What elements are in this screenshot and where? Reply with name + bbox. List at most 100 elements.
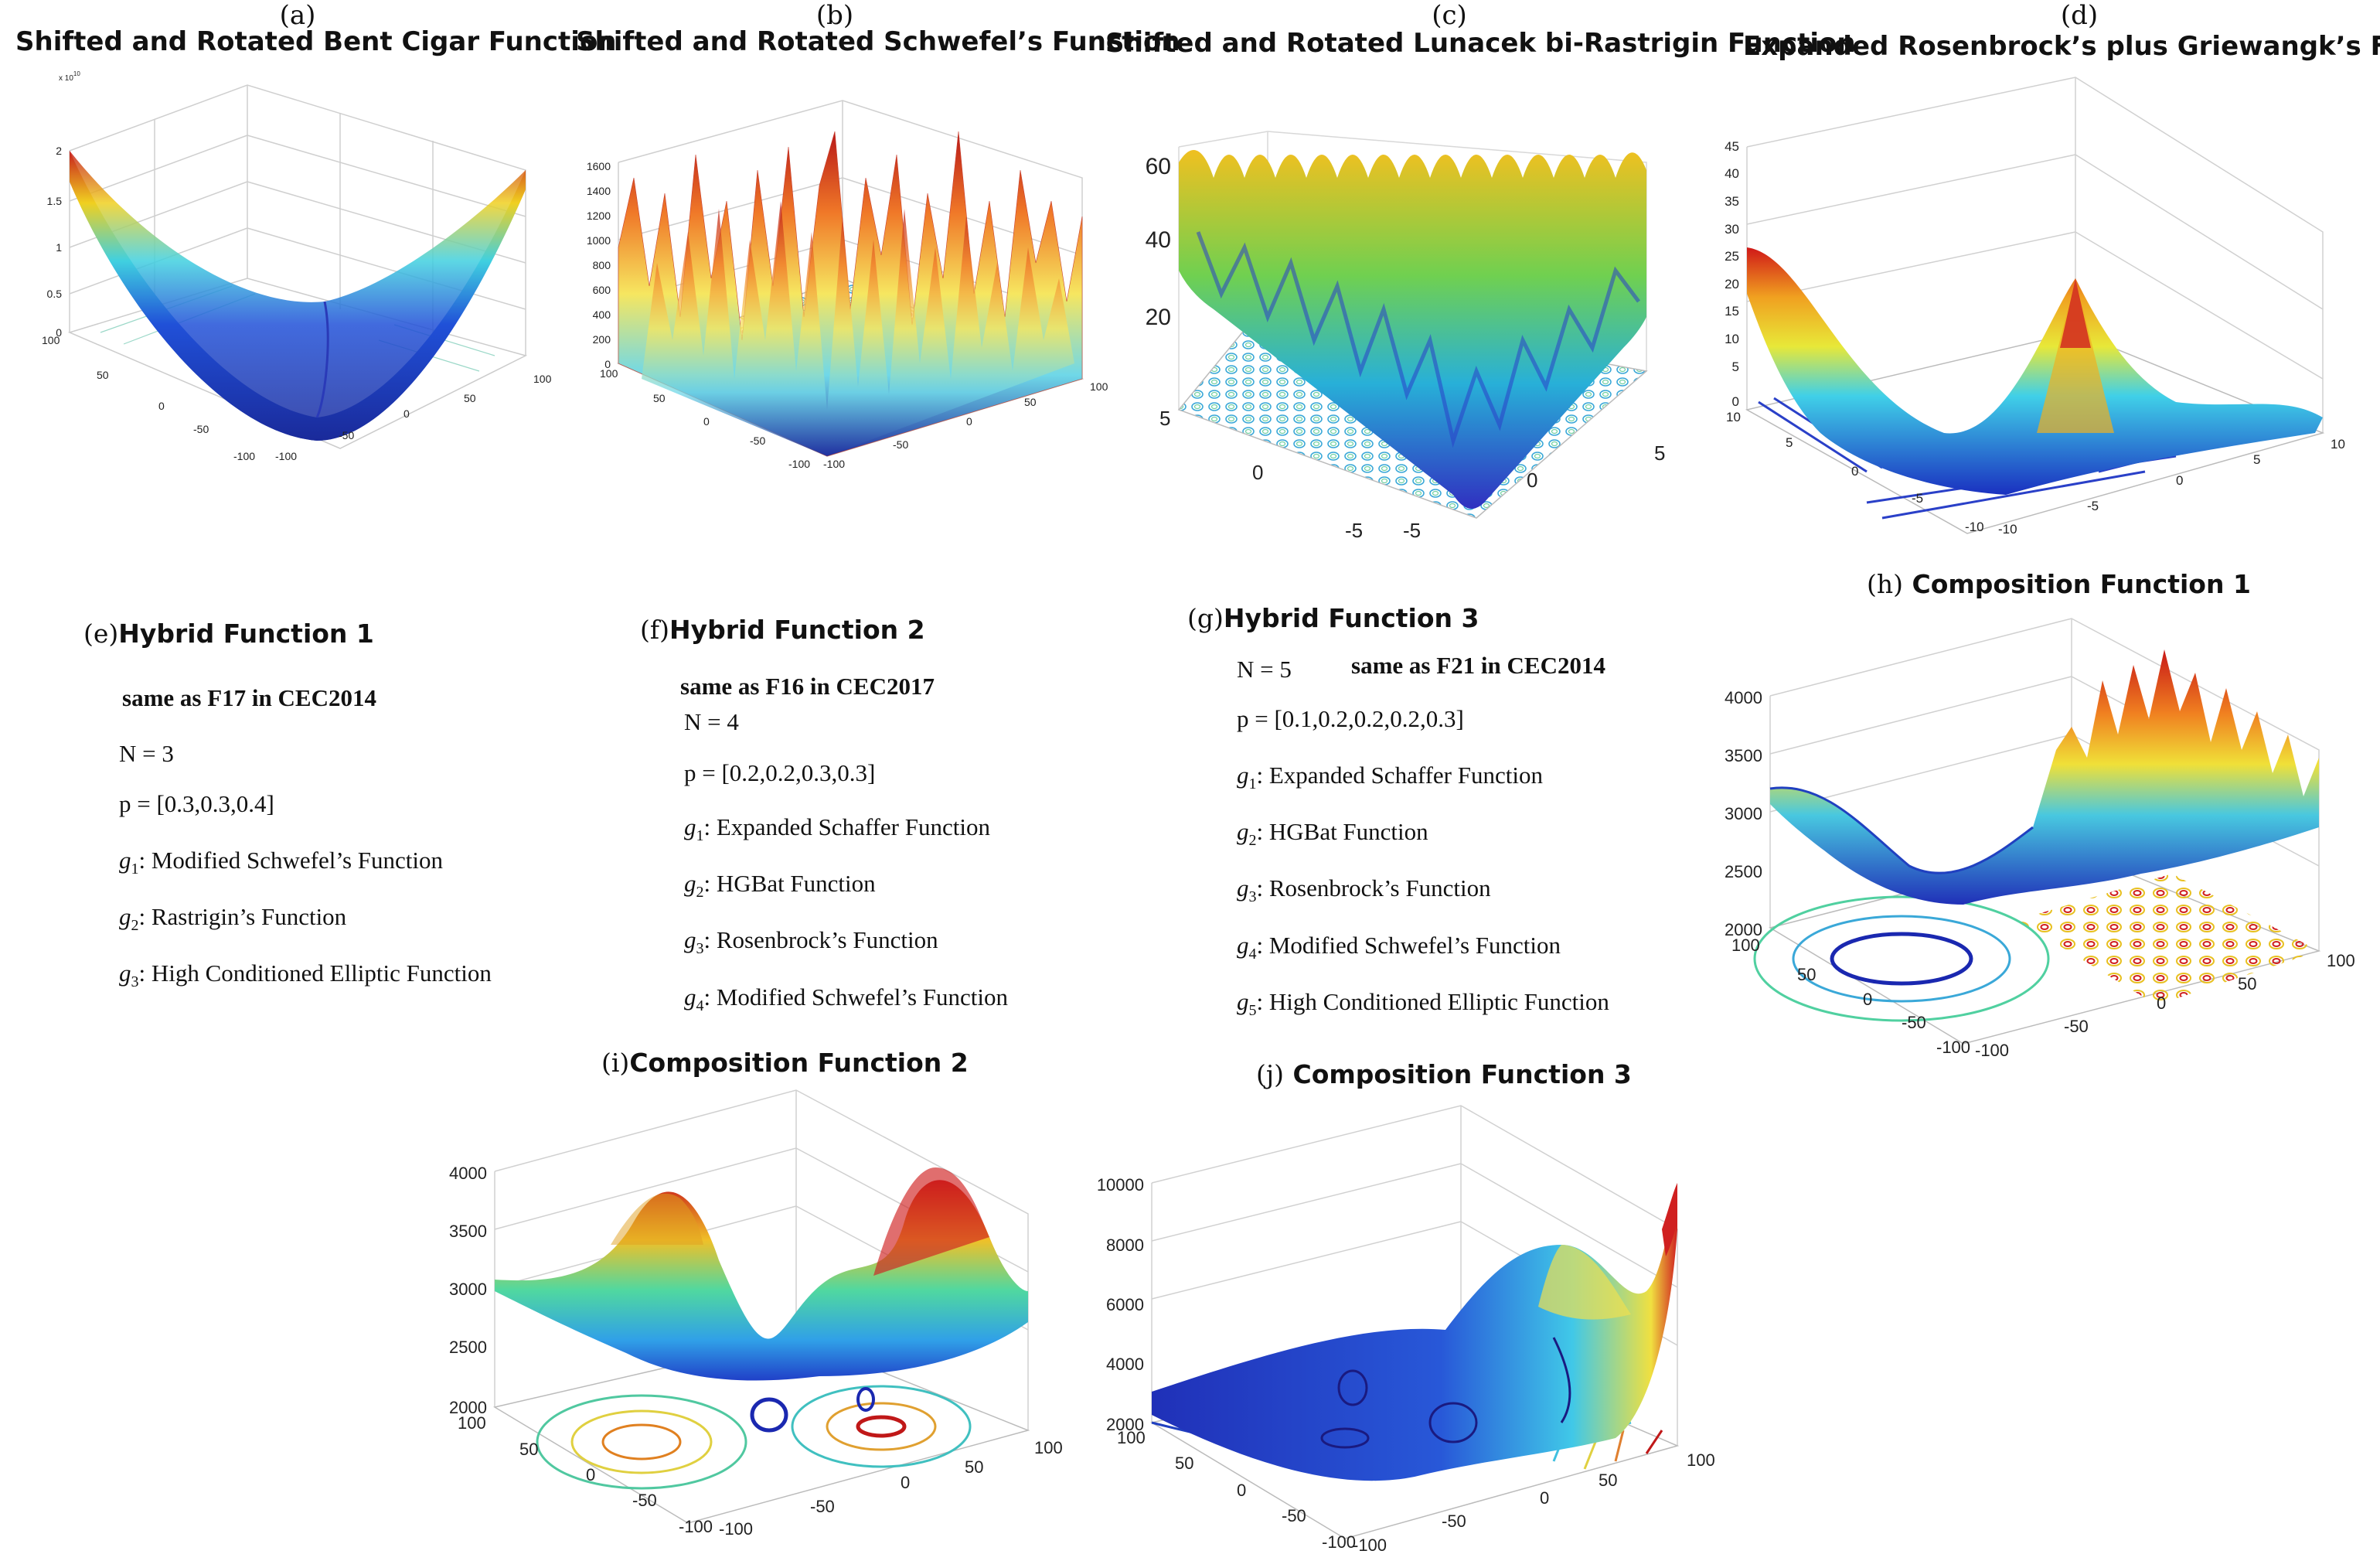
panel-h-x-tick: 50 (2238, 974, 2256, 994)
panel-c-z-tick: 60 (1146, 154, 1171, 179)
panel-j-z-tick: 6000 (1106, 1295, 1144, 1314)
panel-i-x-tick: -50 (810, 1497, 835, 1516)
hybrid2-n: N = 4 (684, 708, 739, 735)
panel-b-title: Shifted and Rotated Schwefel’s Function (576, 26, 1180, 57)
panel-b-x-tick: 0 (966, 415, 972, 428)
hybrid1-g2: g2: Rastrigin’s Function (119, 903, 347, 934)
hybrid1-title-text: Hybrid Function 1 (118, 619, 374, 649)
panel-j-plot: 10000 8000 6000 4000 2000 100 50 0 -50 -… (1097, 1105, 1715, 1555)
panel-b-z-tick: 1000 (587, 234, 611, 247)
panel-d-y-tick: -5 (1912, 491, 1923, 506)
panel-c-plot: 60 40 20 5 0 -5 -5 0 5 (1146, 131, 1665, 542)
panel-h-title: (h) Composition Function 1 (1867, 569, 2251, 599)
hybrid2-g2: g2: HGBat Function (684, 870, 876, 901)
panel-h-x-tick: 0 (2157, 994, 2166, 1013)
panel-a-x-tick: -50 (339, 429, 354, 441)
panel-h-y-tick: -50 (1902, 1013, 1926, 1032)
panel-j-surface (1152, 1183, 1677, 1481)
hybrid1-n: N = 3 (119, 740, 174, 767)
panel-c-x-tick: 5 (1654, 441, 1665, 465)
panel-d-surface (1747, 247, 2323, 495)
panel-j-z-tick: 2000 (1106, 1415, 1144, 1434)
panel-d-z-tick: 20 (1725, 277, 1739, 291)
panel-b-z-tick: 200 (593, 333, 611, 346)
panel-j-title-text: Composition Function 3 (1292, 1059, 1632, 1089)
panel-h-surface (1770, 649, 2319, 905)
hybrid2-note: same as F16 in CEC2017 (680, 673, 935, 700)
hybrid3-g2: g2: HGBat Function (1237, 818, 1428, 849)
panel-d-y-tick: 0 (1851, 464, 1858, 479)
panel-h-y-tick: 0 (1863, 990, 1872, 1009)
panel-b-y-tick: 50 (653, 392, 666, 404)
panel-a-title: Shifted and Rotated Bent Cigar Function (15, 26, 617, 57)
panel-c-z-tick: 40 (1146, 227, 1171, 253)
panel-i-y-tick: 100 (458, 1413, 486, 1433)
panel-i-surface (495, 1180, 1028, 1381)
panel-c-title: Shifted and Rotated Lunacek bi-Rastrigin… (1105, 28, 1856, 59)
hybrid3-letter: (g) (1187, 603, 1224, 633)
panel-d-y-tick: -10 (1965, 520, 1984, 534)
panel-h-title-text: Composition Function 1 (1912, 569, 2251, 599)
panel-j-z-tick: 8000 (1106, 1236, 1144, 1255)
panel-j-z-tick: 10000 (1097, 1175, 1144, 1195)
hybrid1-letter: (e) (83, 619, 119, 649)
panel-d-z-tick: 0 (1732, 394, 1739, 409)
panel-d-letter: (d) (2060, 0, 2099, 31)
hybrid3-g3: g3: Rosenbrock’s Function (1237, 874, 1491, 905)
panel-d-x-tick: -5 (2087, 499, 2099, 513)
panel-i-title-text: Composition Function 2 (629, 1048, 969, 1078)
panel-d-x-tick: 0 (2176, 473, 2183, 488)
panel-a-exponent-power: 10 (73, 70, 80, 77)
panel-b-z-tick: 1600 (587, 160, 611, 172)
panel-j-surface-contours (1320, 1337, 1571, 1449)
panel-h-x-tick: -50 (2064, 1017, 2089, 1036)
panel-d-x-tick: 5 (2253, 452, 2260, 467)
panel-j-y-tick: -50 (1282, 1506, 1306, 1525)
panel-a-letter: (a) (279, 0, 316, 31)
panel-j-x-tick: 50 (1599, 1471, 1617, 1490)
panel-c-y-tick: 5 (1159, 407, 1170, 430)
panel-d-z-tick: 15 (1725, 304, 1739, 319)
panel-c-surface (1179, 150, 1646, 509)
hybrid2-title-text: Hybrid Function 2 (669, 615, 925, 645)
panel-h-y-tick: 100 (1731, 936, 1760, 955)
hybrid3-g5: g5: High Conditioned Elliptic Function (1237, 988, 1609, 1019)
panel-b-z-tick: 1400 (587, 185, 611, 197)
panel-c-z-tick: 20 (1146, 305, 1171, 330)
panel-j-x-tick: 100 (1687, 1450, 1715, 1470)
panel-i-x-tick: 0 (901, 1473, 910, 1492)
panel-j-y-tick: 0 (1237, 1481, 1246, 1500)
panel-b-y-tick: -50 (750, 435, 765, 447)
panel-i-plot: 4000 3500 3000 2500 2000 100 50 0 -50 -1… (449, 1089, 1063, 1539)
panel-h-plot: 4000 3500 3000 2500 2000 100 50 0 -50 -1… (1725, 618, 2355, 1060)
panel-i-y-tick: 50 (519, 1440, 538, 1459)
hybrid3-g1: g1: Expanded Schaffer Function (1237, 762, 1543, 792)
panel-j-title: (j) Composition Function 3 (1256, 1059, 1632, 1089)
panel-d-z-tick: 40 (1725, 166, 1739, 181)
panel-b-z-tick: 600 (593, 284, 611, 296)
panel-b-letter: (b) (815, 0, 854, 31)
hybrid2-p: p = [0.2,0.2,0.3,0.3] (684, 759, 876, 786)
panel-a-plot: x 1010 2 1.5 1 0.5 0 100 50 0 -50 -100 -… (42, 70, 552, 462)
hybrid2-g3: g3: Rosenbrock’s Function (684, 926, 938, 957)
hybrid3-g4: g4: Modified Schwefel’s Function (1237, 932, 1561, 963)
hybrid1-note: same as F17 in CEC2014 (122, 684, 376, 711)
hybrid3-n: N = 5 (1237, 656, 1292, 683)
panel-d-title: Expanded Rosenbrock’s plus Griewangk’s F… (1743, 31, 2380, 62)
panel-d-plot: 45 40 35 30 25 20 15 10 5 0 10 5 0 -5 -1… (1725, 77, 2345, 537)
panel-h-x-tick: 100 (2327, 951, 2355, 970)
panel-b-z-tick: 1200 (587, 210, 611, 222)
panel-a-x-tick: 0 (403, 407, 410, 420)
panel-i-x-tick: 50 (965, 1457, 983, 1477)
panel-j-y-tick: -100 (1322, 1532, 1356, 1552)
panel-d-z-tick: 5 (1732, 360, 1739, 374)
panel-j-letter: (j) (1256, 1059, 1284, 1089)
panel-j-y-tick: 50 (1175, 1454, 1193, 1473)
panel-h-z-tick: 2000 (1725, 920, 1762, 939)
panel-a-x-tick: 100 (533, 373, 552, 385)
panel-a-z-tick: 1 (56, 241, 62, 254)
panel-h-z-tick: 3500 (1725, 746, 1762, 765)
panel-a-y-tick: 100 (42, 334, 60, 346)
panel-d-y-tick: 5 (1786, 435, 1793, 450)
panel-a-exponent: x 10 (59, 74, 73, 83)
